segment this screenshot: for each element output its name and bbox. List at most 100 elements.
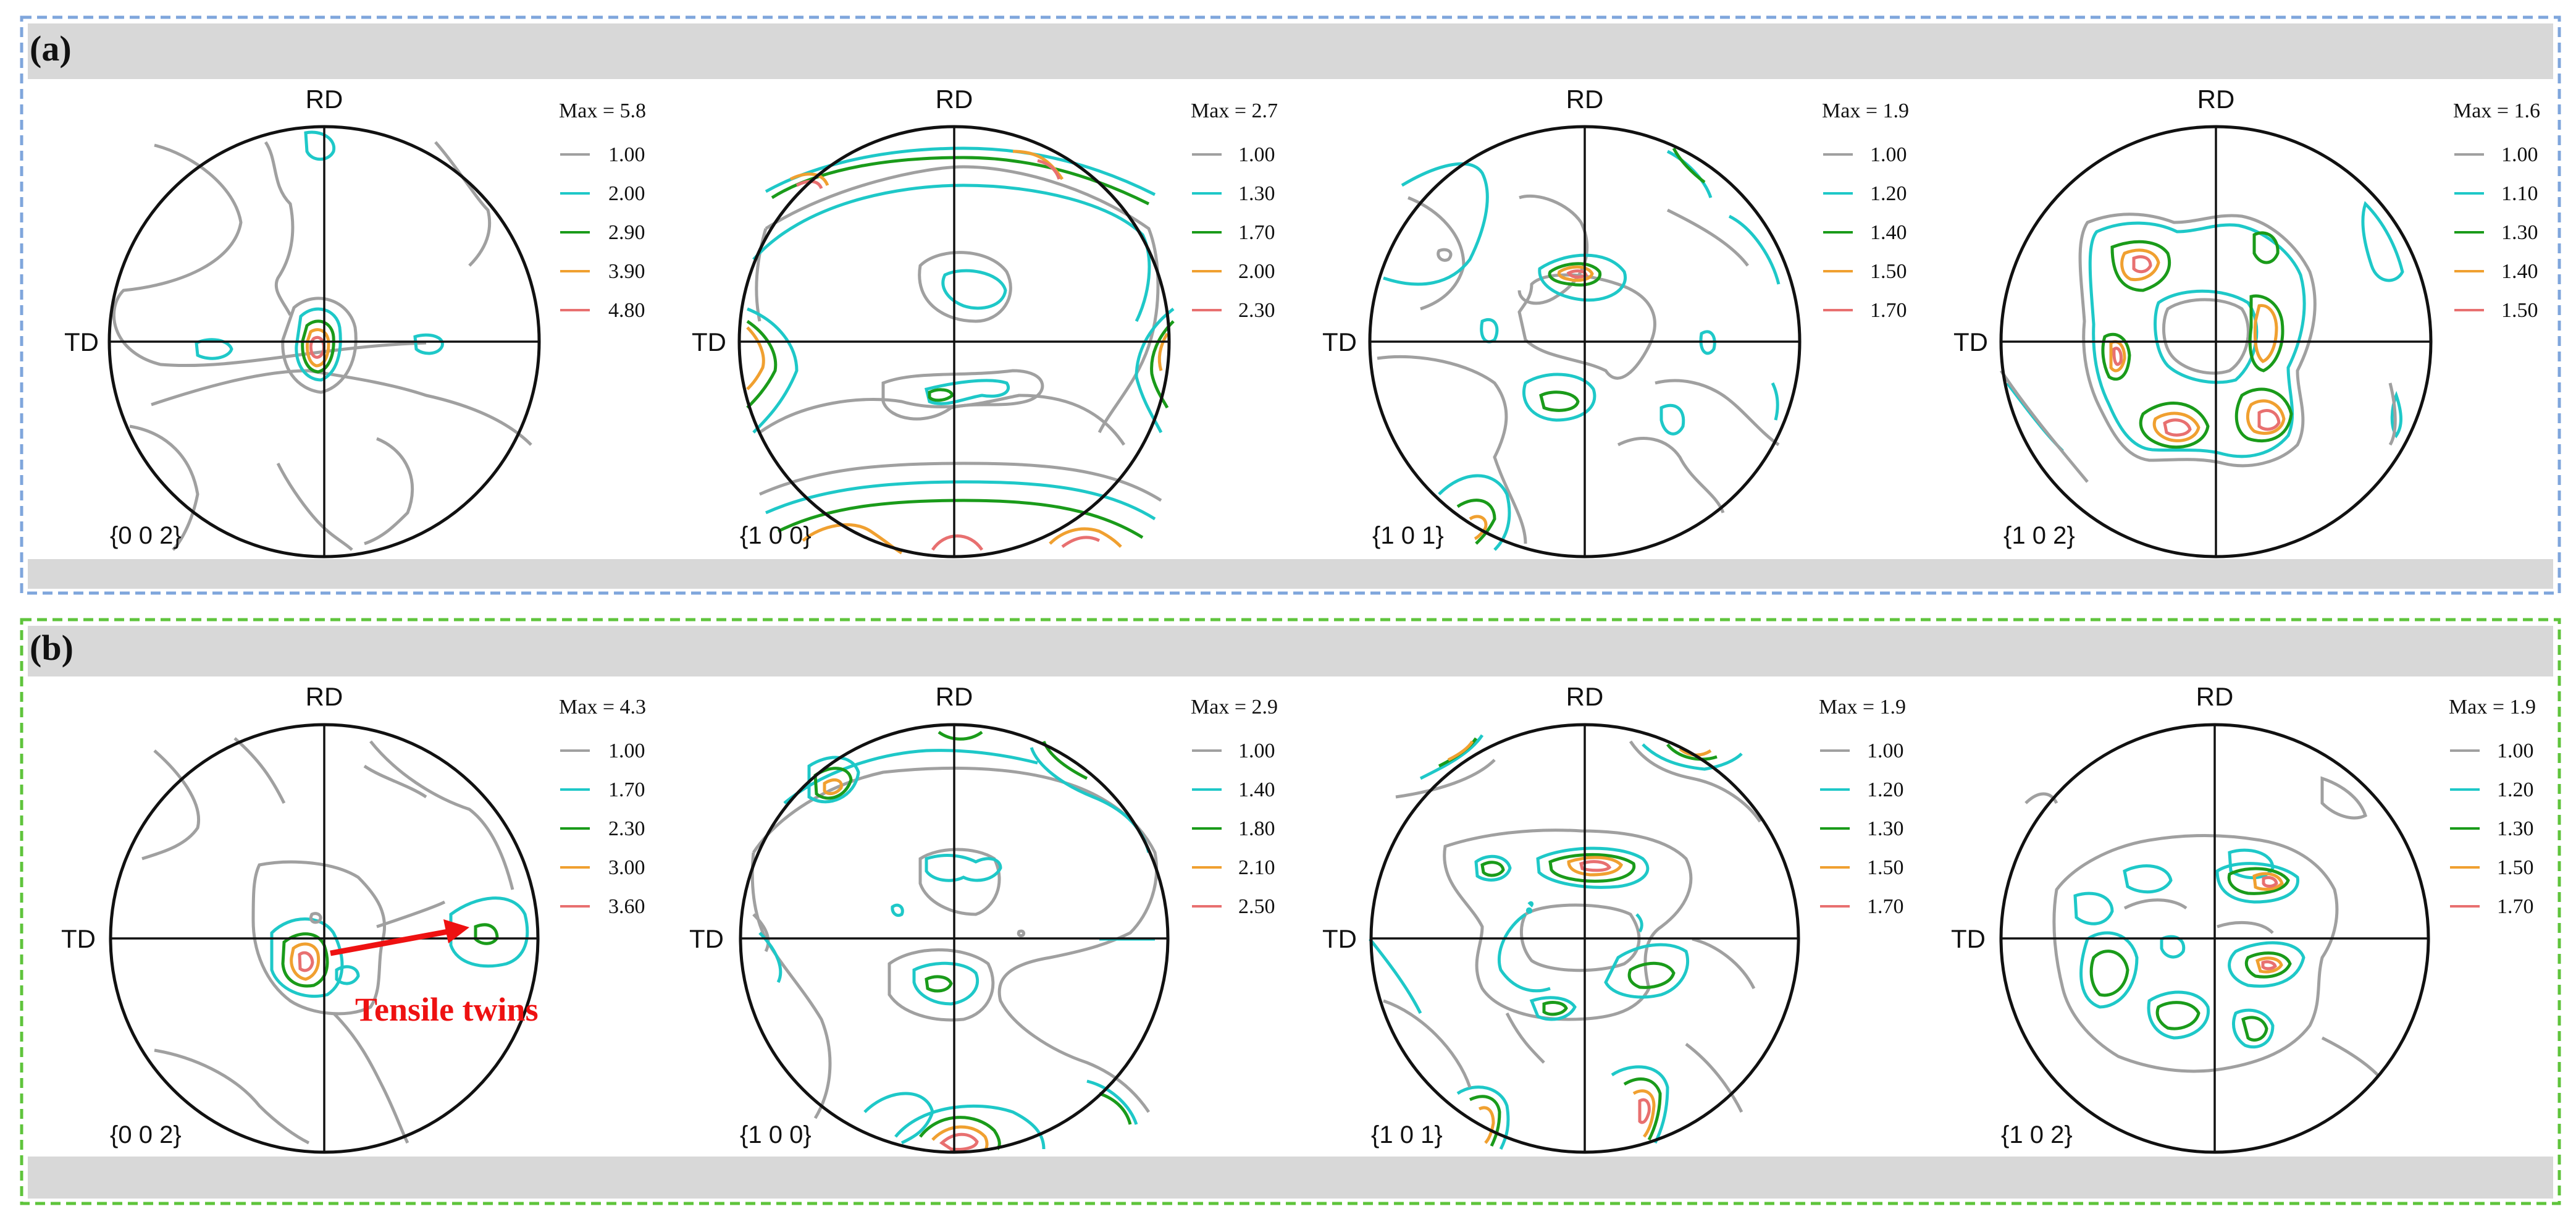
rd-label: RD <box>306 85 343 114</box>
legend-value: 1.30 <box>1867 817 1904 840</box>
legend-value: 1.50 <box>2497 856 2534 879</box>
contours <box>750 730 1159 1152</box>
legend-value: 1.00 <box>1867 740 1904 762</box>
legend-value: 1.70 <box>1867 895 1904 918</box>
panel-a-header-band <box>28 23 2553 79</box>
legend-value: 2.90 <box>608 221 645 244</box>
legend-value: 1.70 <box>608 778 645 801</box>
legend: 1.00 1.10 1.30 1.40 1.50 <box>2454 143 2538 322</box>
legend: 1.00 2.00 2.90 3.90 4.80 <box>560 143 645 322</box>
rd-label: RD <box>1566 85 1604 114</box>
panel-a-footer-band <box>28 559 2553 589</box>
legend-value: 1.00 <box>1870 143 1907 166</box>
max-label: Max = 1.9 <box>1819 696 1906 718</box>
pole-figure-a-100: RD TD {1 0 0} Max = 2.7 1.00 1.30 1.70 2… <box>692 85 1278 558</box>
legend-value: 2.10 <box>1238 856 1275 879</box>
rd-label: RD <box>936 85 973 114</box>
contours <box>1369 734 1762 1150</box>
rd-label: RD <box>306 682 343 711</box>
legend-value: 1.30 <box>1238 182 1275 205</box>
pole-figure-b-101: RD TD {1 0 1} Max = 1.9 1.00 1.20 1.30 1… <box>1322 682 1906 1154</box>
plane-label: {1 0 1} <box>1371 1121 1443 1148</box>
plane-label: {0 0 2} <box>110 522 182 549</box>
legend: 1.00 1.20 1.30 1.50 1.70 <box>2450 740 2534 918</box>
legend-value: 3.60 <box>608 895 645 918</box>
legend-value: 1.70 <box>2497 895 2534 918</box>
rd-label: RD <box>1566 682 1604 711</box>
legend-value: 2.30 <box>1238 299 1275 322</box>
max-label: Max = 4.3 <box>559 696 646 718</box>
legend: 1.00 1.30 1.70 2.00 2.30 <box>1192 143 1275 322</box>
legend-value: 1.80 <box>1238 817 1275 840</box>
max-label: Max = 5.8 <box>559 99 646 122</box>
td-label: TD <box>1322 924 1357 953</box>
legend-value: 1.00 <box>608 143 645 166</box>
plane-label: {1 0 0} <box>740 522 812 549</box>
legend-value: 4.80 <box>608 299 645 322</box>
legend-value: 1.50 <box>1870 260 1907 283</box>
contours <box>1999 201 2404 483</box>
arrow-head <box>443 919 469 943</box>
td-label: TD <box>692 327 726 356</box>
legend-value: 1.20 <box>2497 778 2534 801</box>
td-label: TD <box>1951 924 1986 953</box>
pole-figure-a-102: RD TD {1 0 2} Max = 1.6 1.00 1.10 1.30 1… <box>1953 85 2540 558</box>
rd-label: RD <box>2197 85 2235 114</box>
arrow-shaft <box>330 929 448 956</box>
legend-value: 1.40 <box>2501 260 2538 283</box>
panel-a-label: (a) <box>30 28 72 69</box>
legend-value: 3.90 <box>608 260 645 283</box>
legend-value: 1.50 <box>1867 856 1904 879</box>
legend-value: 1.40 <box>1870 221 1907 244</box>
legend-value: 2.00 <box>1238 260 1275 283</box>
contours <box>141 737 529 1145</box>
max-label: Max = 1.9 <box>1822 99 1909 122</box>
legend-value: 1.00 <box>2501 143 2538 166</box>
td-label: TD <box>1322 327 1357 356</box>
td-label: TD <box>61 924 96 953</box>
max-label: Max = 1.9 <box>2449 696 2536 718</box>
contours <box>2024 776 2379 1076</box>
legend: 1.00 1.40 1.80 2.10 2.50 <box>1192 740 1275 918</box>
pole-figure-a-101: RD TD {1 0 1} Max = 1.9 1.00 1.20 1.40 1… <box>1322 85 1909 558</box>
plane-label: {1 0 1} <box>1372 522 1444 549</box>
plane-label: {1 0 2} <box>2001 1121 2073 1148</box>
legend-value: 1.10 <box>2501 182 2538 205</box>
pole-figure-b-100: RD TD {1 0 0} Max = 2.9 1.00 1.40 1.80 2… <box>689 682 1278 1154</box>
td-label: TD <box>689 924 724 953</box>
legend-value: 1.30 <box>2497 817 2534 840</box>
legend-value: 1.50 <box>2501 299 2538 322</box>
plane-label: {1 0 2} <box>2003 522 2075 549</box>
legend-value: 1.70 <box>1238 221 1275 244</box>
legend: 1.00 1.20 1.40 1.50 1.70 <box>1823 143 1907 322</box>
legend-value: 1.00 <box>1238 143 1275 166</box>
pole-figure-a-002: RD TD {0 0 2} Max = 5.8 1.00 2.00 2.90 3… <box>64 85 646 558</box>
td-label: TD <box>1953 327 1988 356</box>
plane-label: {0 0 2} <box>110 1121 182 1148</box>
legend-value: 1.30 <box>2501 221 2538 244</box>
legend-value: 1.00 <box>608 740 645 762</box>
panel-b-label: (b) <box>30 628 73 668</box>
panel-b-frame <box>20 618 2561 1205</box>
td-label: TD <box>64 327 99 356</box>
legend-value: 1.40 <box>1238 778 1275 801</box>
max-label: Max = 2.9 <box>1191 696 1278 718</box>
legend-value: 2.50 <box>1238 895 1275 918</box>
legend-value: 1.00 <box>1238 740 1275 762</box>
legend-value: 1.20 <box>1867 778 1904 801</box>
rd-label: RD <box>2196 682 2234 711</box>
contours <box>1377 147 1781 551</box>
legend-value: 2.00 <box>608 182 645 205</box>
tensile-twins-arrow <box>330 919 469 956</box>
pole-figure-b-002: Tensile twins RD TD {0 0 2} Max = 4.3 1.… <box>61 682 646 1154</box>
max-label: Max = 2.7 <box>1191 99 1278 122</box>
plane-label: {1 0 0} <box>740 1121 812 1148</box>
max-label: Max = 1.6 <box>2453 99 2540 122</box>
pole-figure-b-102: RD TD {1 0 2} Max = 1.9 1.00 1.20 1.30 1… <box>1951 682 2536 1154</box>
panel-b: (b) <box>20 618 2561 1205</box>
tensile-twins-label: Tensile twins <box>355 991 539 1028</box>
legend-value: 2.30 <box>608 817 645 840</box>
panel-b-footer-band <box>28 1157 2553 1199</box>
legend-value: 1.20 <box>1870 182 1907 205</box>
